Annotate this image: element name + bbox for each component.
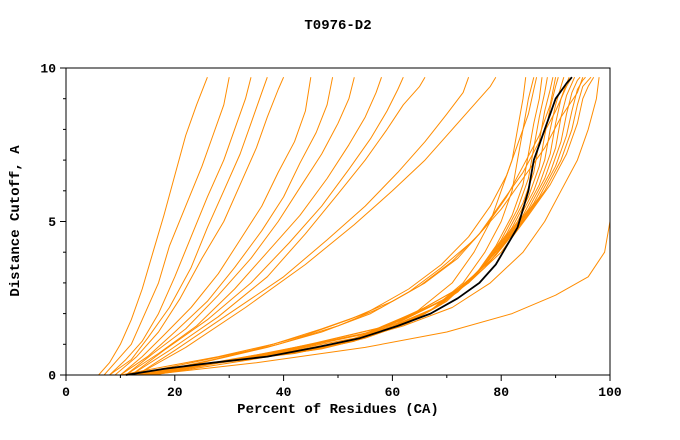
- x-axis-label: Percent of Residues (CA): [237, 402, 439, 418]
- x-tick-label: 0: [62, 385, 70, 400]
- y-tick-label: 0: [48, 369, 56, 384]
- model-curve: [152, 77, 600, 376]
- model-curve: [136, 77, 559, 376]
- y-tick-label: 5: [48, 215, 56, 230]
- y-tick-label: 10: [40, 62, 56, 77]
- x-tick-label: 60: [385, 385, 401, 400]
- model-curve: [120, 77, 312, 376]
- model-curve: [131, 77, 557, 376]
- model-curve: [130, 76, 404, 376]
- model-curve: [103, 77, 230, 376]
- model-curve: [109, 77, 252, 376]
- plot-title: T0976-D2: [304, 18, 372, 34]
- model-curve: [142, 76, 573, 376]
- model-curve: [125, 77, 355, 376]
- model-curve: [136, 77, 565, 376]
- model-curve: [142, 77, 570, 376]
- model-curve: [136, 76, 497, 376]
- model-curve: [114, 76, 285, 376]
- x-tick-label: 40: [276, 385, 292, 400]
- model-curve: [120, 77, 334, 376]
- model-curve: [142, 77, 576, 376]
- model-curve: [120, 77, 538, 376]
- model-curve: [109, 77, 268, 376]
- model-curve: [125, 77, 535, 376]
- model-curve: [125, 77, 543, 376]
- model-curve: [98, 77, 208, 376]
- model-curve: [136, 77, 584, 376]
- x-tick-label: 20: [167, 385, 183, 400]
- x-tick-label: 80: [493, 385, 509, 400]
- model-curve: [147, 77, 611, 376]
- reference-curve: [125, 76, 573, 376]
- model-curve: [125, 77, 382, 376]
- y-axis-label: Distance Cutoff, A: [8, 145, 24, 297]
- model-curve: [136, 77, 470, 376]
- model-curve: [131, 76, 426, 376]
- x-tick-label: 100: [598, 385, 622, 400]
